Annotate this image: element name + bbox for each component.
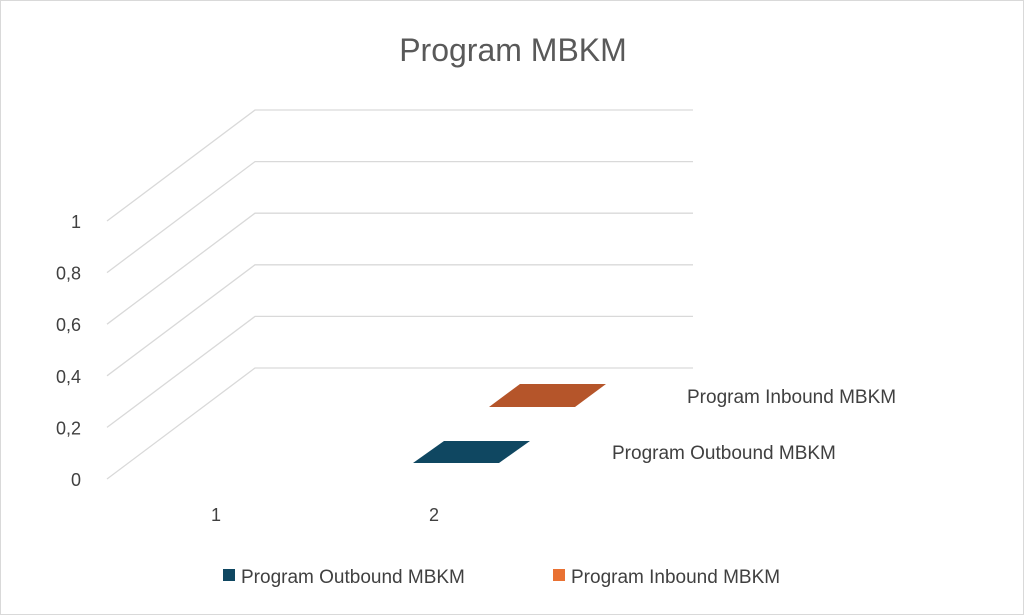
gridline [106, 315, 693, 428]
series-axis-labels: Program Outbound MBKM Program Inbound MBK… [612, 387, 896, 464]
y-tick-label: 1 [71, 212, 81, 232]
gridline [106, 212, 693, 325]
gridline [106, 109, 693, 222]
bars [413, 384, 606, 463]
y-tick-label: 0 [71, 470, 81, 490]
x-tick-label: 1 [211, 505, 221, 525]
gridlines [106, 109, 693, 480]
legend-label: Program Inbound MBKM [571, 567, 780, 588]
series-axis-label: Program Inbound MBKM [687, 387, 896, 408]
gridline [106, 367, 693, 480]
gridline [106, 160, 693, 274]
legend-swatch [223, 569, 235, 581]
gridline [106, 264, 693, 377]
chart-title: Program MBKM [399, 32, 627, 68]
y-tick-label: 0,4 [56, 367, 81, 387]
legend-label: Program Outbound MBKM [241, 567, 465, 588]
bar [413, 441, 530, 463]
legend: Program Outbound MBKM Program Inbound MBK… [223, 567, 780, 588]
y-tick-label: 0,6 [56, 315, 81, 335]
y-axis-ticks: 0 0,2 0,4 0,6 0,8 1 [56, 212, 81, 490]
y-tick-label: 0,2 [56, 418, 81, 438]
bar [489, 384, 606, 407]
y-tick-label: 0,8 [56, 264, 81, 284]
series-axis-label: Program Outbound MBKM [612, 443, 836, 464]
x-tick-label: 2 [429, 505, 439, 525]
legend-swatch [553, 569, 565, 581]
